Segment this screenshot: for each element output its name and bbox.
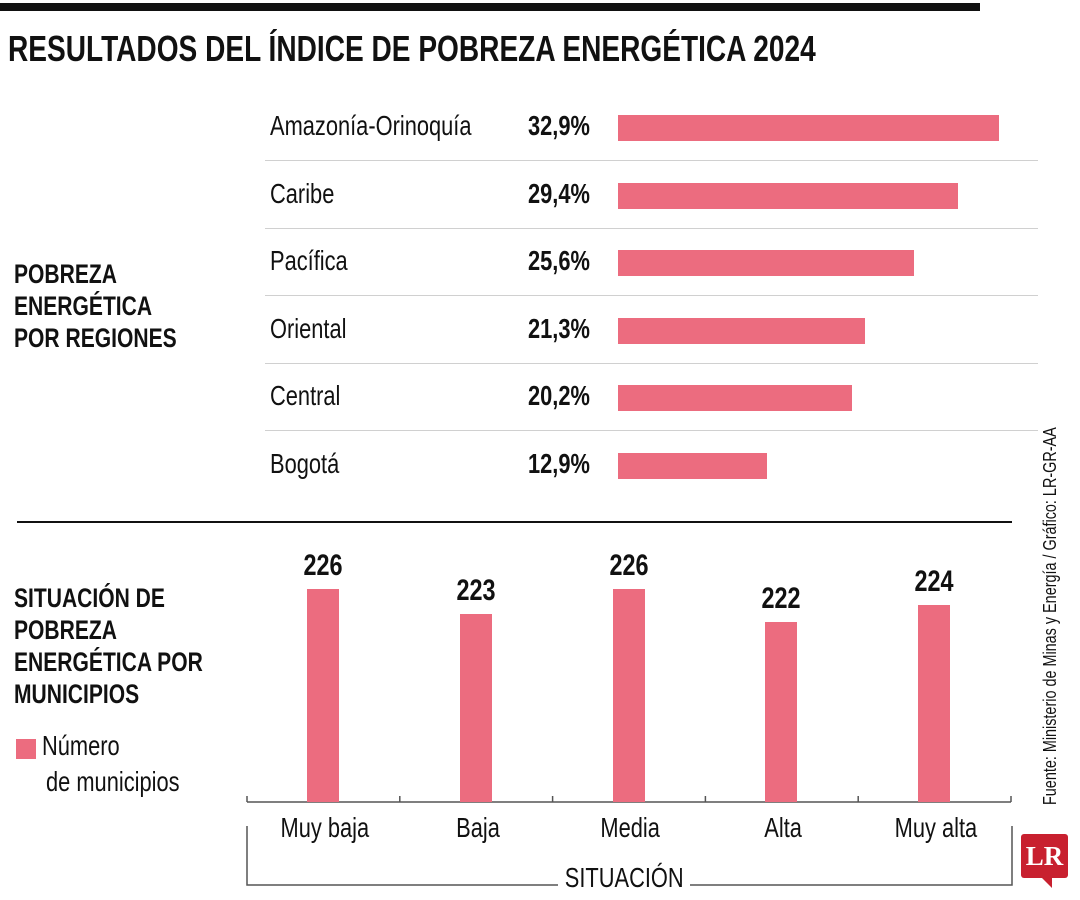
region-value-label: 20,2% (528, 380, 590, 411)
region-bar (618, 250, 915, 276)
legend-label-line2: de municipios (46, 766, 180, 797)
category-label: Muy baja (280, 812, 370, 843)
bar-value-label: 223 (456, 573, 496, 607)
row-separator (265, 227, 1038, 229)
bar-value-label: 226 (303, 549, 343, 582)
lr-logo: LR (1021, 834, 1068, 878)
section-divider (17, 521, 1012, 523)
xlabel-bracket (246, 826, 1013, 886)
source-note: Fuente: Ministerio de Minas y Energía / … (1040, 427, 1060, 805)
lr-logo-tail (1040, 876, 1052, 888)
region-value-label: 32,9% (528, 110, 590, 141)
region-label: Caribe (270, 177, 335, 209)
region-bar (618, 385, 852, 411)
page-title: RESULTADOS DEL ÍNDICE DE POBREZA ENERGÉT… (8, 28, 816, 69)
regions-section-title: POBREZA ENERGÉTICA POR REGIONES (14, 259, 177, 353)
row-separator (265, 160, 1038, 161)
category-label: Baja (455, 812, 500, 843)
region-value-label: 21,3% (528, 312, 590, 344)
municipios-bar (765, 621, 798, 802)
region-label: Amazonía-Orinoquía (270, 110, 472, 141)
region-bar (618, 115, 999, 141)
row-separator (265, 430, 1038, 431)
region-value-label: 25,6% (528, 245, 590, 276)
row-separator (265, 295, 1038, 296)
category-label: Alta (764, 812, 803, 843)
region-value-label: 12,9% (528, 447, 590, 479)
category-label: Media (600, 812, 661, 843)
x-axis-label: SITUACIÓN (564, 862, 684, 893)
region-bar (618, 182, 959, 209)
region-value-label: 29,4% (528, 177, 590, 209)
municipios-bar (612, 589, 645, 802)
bar-value-label: 222 (761, 581, 801, 615)
region-label: Pacífica (270, 245, 348, 276)
region-label: Oriental (270, 312, 347, 344)
municipios-bar (918, 605, 951, 802)
region-bar (618, 452, 768, 479)
region-label: Bogotá (270, 447, 340, 479)
municipios-bar (459, 613, 492, 802)
bar-value-label: 226 (609, 549, 649, 582)
legend-label-line1: Número (42, 730, 120, 761)
region-bar (618, 317, 865, 344)
bar-value-label: 224 (914, 565, 954, 599)
legend-swatch (16, 739, 36, 759)
row-separator (265, 362, 1038, 364)
top-rule (0, 3, 980, 11)
category-label: Muy alta (894, 812, 978, 843)
municipios-bar (307, 589, 339, 802)
municipios-section-title: SITUACIÓN DE POBREZA ENERGÉTICA POR MUNI… (14, 583, 203, 709)
region-label: Central (270, 380, 341, 411)
